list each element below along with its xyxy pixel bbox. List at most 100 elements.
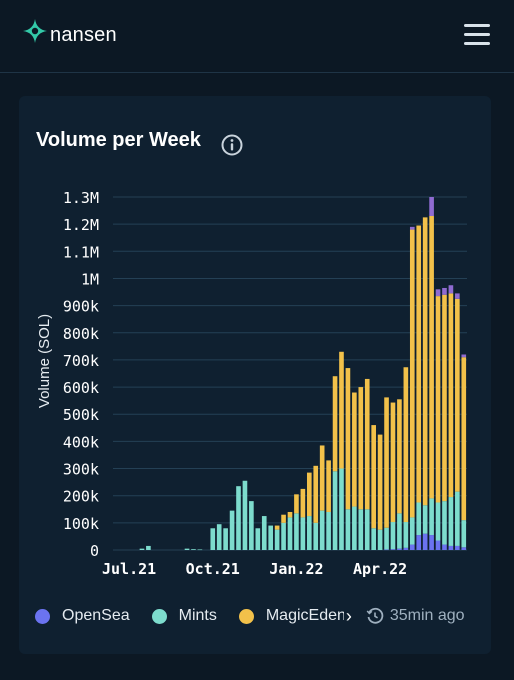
bar-magiceden-week-31[interactable] — [313, 465, 319, 523]
nansen-logo[interactable]: nansen — [22, 18, 117, 46]
bar-mints-week-39[interactable] — [364, 509, 370, 550]
bar-mints-week-33[interactable] — [326, 511, 331, 550]
bar-magiceden-week-47[interactable] — [416, 225, 422, 503]
bar-mints-week-22[interactable] — [255, 528, 261, 550]
bar-mints-week-45[interactable] — [403, 522, 409, 548]
bar-mints-week-5[interactable] — [146, 545, 151, 550]
refresh-clock-icon[interactable] — [366, 607, 384, 625]
bar-magiceden-week-28[interactable] — [294, 494, 299, 514]
bar-mints-week-46[interactable] — [409, 517, 415, 545]
bar-mints-week-23[interactable] — [261, 516, 267, 550]
bar-magiceden-week-41[interactable] — [377, 434, 383, 530]
bar-magiceden-week-49[interactable] — [429, 216, 434, 499]
bar-mints-week-29[interactable] — [300, 517, 306, 550]
bar-other-week-46[interactable] — [409, 226, 415, 230]
bar-mints-week-52[interactable] — [448, 497, 454, 546]
bar-magiceden-week-37[interactable] — [352, 392, 357, 507]
bar-other-week-54[interactable] — [461, 354, 467, 358]
bar-opensea-week-42[interactable] — [384, 549, 389, 551]
bar-magiceden-week-35[interactable] — [339, 351, 344, 469]
bar-mints-week-21[interactable] — [249, 501, 254, 550]
bar-other-week-53[interactable] — [455, 293, 460, 299]
bar-mints-week-30[interactable] — [306, 516, 312, 550]
bar-mints-week-11[interactable] — [184, 548, 190, 550]
info-icon[interactable] — [221, 134, 243, 156]
bar-mints-week-38[interactable] — [358, 509, 364, 550]
bar-opensea-week-52[interactable] — [448, 545, 454, 550]
bar-magiceden-week-54[interactable] — [461, 357, 467, 521]
bar-opensea-week-48[interactable] — [422, 533, 428, 550]
bar-magiceden-week-34[interactable] — [332, 376, 338, 472]
bar-mints-week-20[interactable] — [242, 480, 248, 550]
bar-magiceden-week-26[interactable] — [281, 514, 286, 523]
bar-mints-week-50[interactable] — [435, 502, 441, 541]
bar-other-week-52[interactable] — [448, 285, 454, 294]
bar-mints-week-27[interactable] — [287, 517, 293, 550]
bar-magiceden-week-38[interactable] — [358, 387, 364, 510]
bar-magiceden-week-51[interactable] — [442, 294, 447, 502]
bar-mints-week-15[interactable] — [210, 528, 216, 550]
bar-mints-week-4[interactable] — [139, 548, 145, 550]
bar-mints-week-36[interactable] — [345, 509, 351, 550]
bar-magiceden-week-43[interactable] — [390, 402, 396, 523]
bar-magiceden-week-36[interactable] — [345, 368, 351, 510]
bar-magiceden-week-25[interactable] — [274, 525, 280, 530]
bar-opensea-week-49[interactable] — [429, 535, 434, 550]
bar-mints-week-17[interactable] — [223, 528, 228, 550]
bar-mints-week-53[interactable] — [455, 491, 460, 546]
bar-magiceden-week-39[interactable] — [364, 378, 370, 510]
bar-mints-week-28[interactable] — [294, 513, 299, 550]
bar-mints-week-37[interactable] — [352, 506, 357, 550]
bar-opensea-week-43[interactable] — [390, 549, 396, 550]
bar-opensea-week-45[interactable] — [403, 547, 409, 550]
bar-magiceden-week-40[interactable] — [371, 425, 376, 529]
bar-mints-week-43[interactable] — [390, 522, 396, 550]
chevron-right-icon[interactable]: › — [345, 605, 352, 626]
bar-mints-week-40[interactable] — [371, 528, 376, 550]
bar-magiceden-week-46[interactable] — [409, 229, 415, 518]
bar-magiceden-week-30[interactable] — [306, 472, 312, 517]
bar-magiceden-week-27[interactable] — [287, 511, 293, 518]
legend-item-magiceden[interactable]: MagicEden — [238, 607, 344, 625]
bar-mints-week-31[interactable] — [313, 522, 319, 550]
bar-opensea-week-54[interactable] — [461, 547, 467, 550]
bar-magiceden-week-29[interactable] — [300, 488, 306, 518]
bar-mints-week-54[interactable] — [461, 520, 467, 548]
bar-mints-week-34[interactable] — [332, 471, 338, 550]
bar-mints-week-32[interactable] — [319, 510, 325, 550]
bar-opensea-week-46[interactable] — [409, 544, 415, 550]
hamburger-menu-icon[interactable] — [464, 24, 490, 45]
bar-opensea-week-44[interactable] — [397, 548, 402, 550]
bar-opensea-week-51[interactable] — [442, 544, 447, 550]
bar-other-week-50[interactable] — [435, 289, 441, 297]
bar-other-week-49[interactable] — [429, 197, 434, 217]
bar-magiceden-week-52[interactable] — [448, 293, 454, 498]
bar-magiceden-week-42[interactable] — [384, 397, 389, 528]
bar-mints-week-49[interactable] — [429, 498, 434, 536]
bar-magiceden-week-53[interactable] — [455, 298, 460, 492]
bar-mints-week-26[interactable] — [281, 522, 286, 550]
bar-mints-week-19[interactable] — [236, 486, 241, 550]
bar-magiceden-week-48[interactable] — [422, 217, 428, 506]
legend-item-mints[interactable]: Mints — [151, 607, 217, 625]
bar-magiceden-week-50[interactable] — [435, 296, 441, 503]
bar-magiceden-week-33[interactable] — [326, 460, 331, 512]
bar-mints-week-44[interactable] — [397, 513, 402, 549]
bar-mints-week-12[interactable] — [191, 549, 196, 550]
bar-opensea-week-50[interactable] — [435, 540, 441, 551]
bar-opensea-week-53[interactable] — [455, 545, 460, 550]
bar-mints-week-51[interactable] — [442, 501, 447, 545]
bar-mints-week-16[interactable] — [216, 524, 222, 550]
legend-item-opensea[interactable]: OpenSea — [35, 607, 130, 625]
bar-magiceden-week-44[interactable] — [397, 399, 402, 514]
bar-mints-week-24[interactable] — [268, 525, 273, 550]
bar-opensea-week-47[interactable] — [416, 535, 422, 550]
bar-magiceden-week-32[interactable] — [319, 445, 325, 511]
bar-magiceden-week-45[interactable] — [403, 367, 409, 523]
bar-other-week-51[interactable] — [442, 287, 447, 295]
bar-mints-week-35[interactable] — [339, 468, 344, 550]
bar-mints-week-25[interactable] — [274, 529, 280, 550]
bar-mints-week-47[interactable] — [416, 502, 422, 536]
bar-mints-week-41[interactable] — [377, 529, 383, 550]
bar-mints-week-13[interactable] — [197, 549, 203, 551]
